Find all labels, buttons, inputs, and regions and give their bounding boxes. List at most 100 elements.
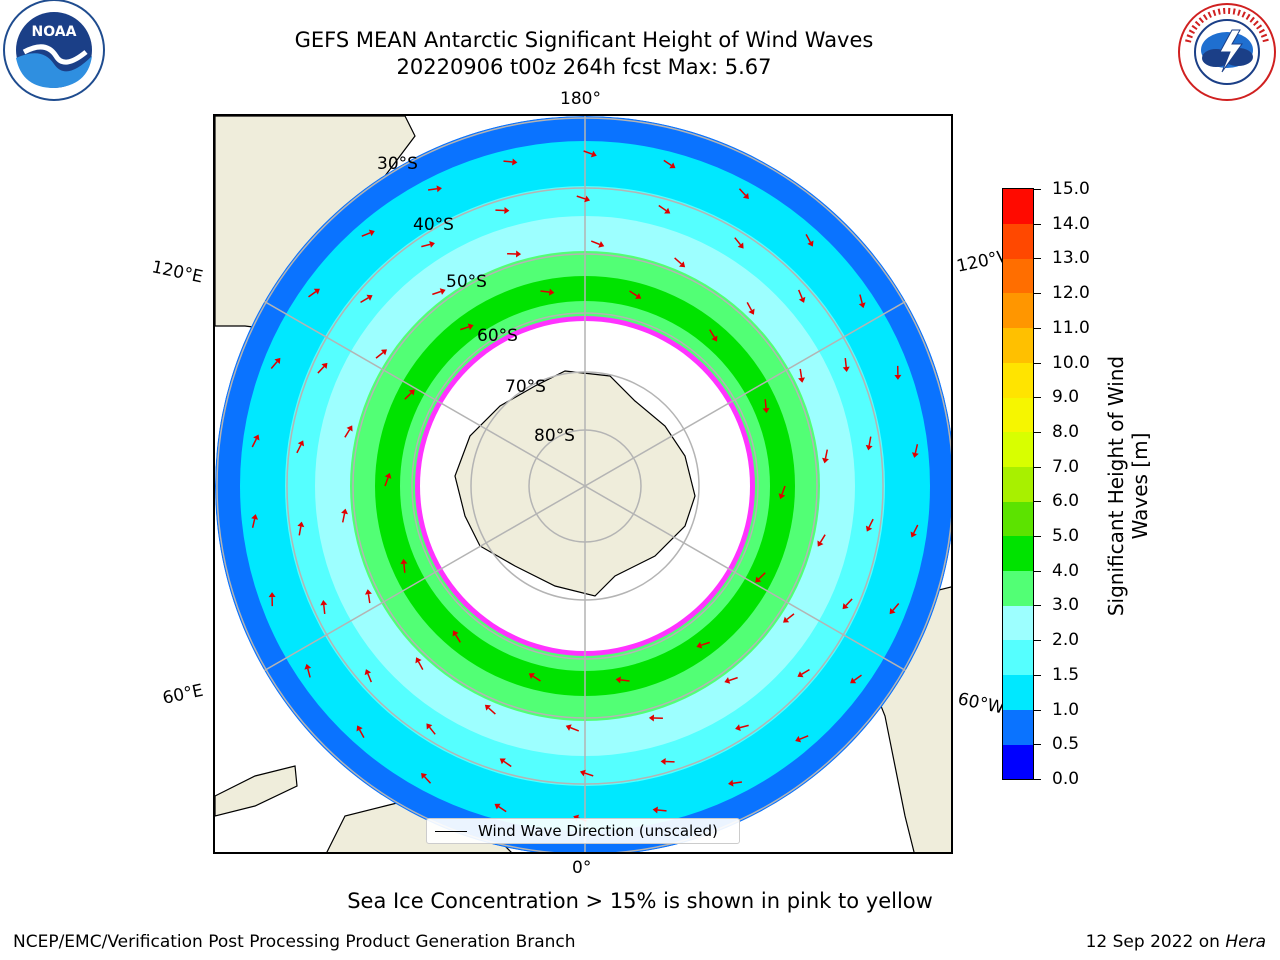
colorbar-tick-label: 8.0 [1052, 421, 1080, 442]
colorbar-segment [1003, 640, 1033, 676]
wave-direction-arrowhead [615, 676, 622, 684]
colorbar-segment [1003, 605, 1033, 641]
colorbar-tick-label: 0.5 [1052, 734, 1080, 755]
wave-direction-arrowhead [504, 207, 510, 215]
wave-direction-arrowhead [762, 407, 770, 414]
wave-direction-arrowhead [341, 508, 348, 515]
wave-direction-arrow [892, 603, 900, 611]
colorbar-segment [1003, 293, 1033, 329]
colorbar-tick [1034, 501, 1041, 503]
wave-direction-arrow [367, 673, 373, 683]
wave-direction-arrowhead [297, 440, 305, 447]
wave-direction-arrowhead [724, 677, 731, 684]
africa-landmass [215, 765, 298, 817]
wave-direction-arrow [358, 729, 365, 739]
colorbar-tick [1034, 779, 1041, 780]
wave-direction-arrowhead [664, 207, 671, 214]
chart-title: GEFS MEAN Antarctic Significant Height o… [294, 28, 874, 52]
wave-direction-arrowhead [635, 292, 642, 299]
colorbar-tick [1034, 293, 1041, 295]
wave-direction-arrowhead [304, 663, 312, 670]
wave-direction-arrow [819, 534, 826, 543]
lat-label-70s: 70°S [505, 377, 546, 397]
lat-label-30s: 30°S [377, 154, 418, 174]
wave-direction-arrow [913, 524, 919, 534]
wave-direction-arrowhead [400, 558, 408, 565]
wave-direction-arrowhead [598, 241, 605, 248]
colorbar-tick [1034, 640, 1041, 642]
colorbar-segment [1003, 431, 1033, 467]
wave-direction-arrow [738, 188, 747, 196]
wave-direction-arrowhead [842, 366, 850, 373]
wave-direction-arrowhead [408, 389, 415, 396]
wave-direction-arrowhead [590, 150, 597, 158]
wave-direction-arrow [799, 735, 809, 740]
legend-label: Wind Wave Direction (unscaled) [478, 822, 718, 840]
wave-direction-arrow [758, 572, 766, 580]
wave-direction-arrowhead [436, 185, 442, 193]
wave-direction-arrowhead [889, 608, 896, 615]
wave-direction-arrowhead [313, 288, 320, 295]
wave-direction-arrowhead [364, 669, 372, 676]
wave-direction-arrow [746, 302, 753, 311]
noaa-logo: NOAA [2, 0, 106, 104]
wave-direction-arrow [361, 232, 371, 237]
colorbar-segment [1003, 223, 1033, 259]
wave-direction-arrow [344, 429, 351, 438]
wave-direction-arrow [734, 237, 742, 246]
wave-direction-arrow [367, 594, 371, 604]
colorbar-tick [1034, 536, 1041, 538]
lat-label-60s: 60°S [477, 326, 518, 346]
wave-direction-arrowhead [356, 725, 363, 732]
wave-direction-arrow [532, 675, 541, 682]
wave-direction-arrowhead [755, 576, 762, 583]
chart-subtitle: 20220906 t00z 264h fcst Max: 5.67 [396, 55, 772, 79]
wave-direction-arrowhead [711, 335, 718, 342]
wave-direction-arrow [728, 676, 738, 682]
wave-direction-arrowhead [783, 616, 790, 623]
wave-direction-arrow [317, 365, 325, 374]
wave-direction-arrow [432, 290, 442, 296]
wave-direction-arrowhead [364, 589, 372, 595]
footer-date: 12 Sep 2022 on Hera [1086, 932, 1266, 952]
wave-direction-arrowhead [499, 758, 506, 765]
wave-direction-arrowhead [795, 735, 802, 743]
wave-direction-arrowhead [384, 472, 392, 479]
colorbar-title-line2: Waves [m] [1128, 432, 1152, 540]
wave-direction-arrow [341, 513, 346, 523]
footer-date-text: 12 Sep 2022 on [1085, 932, 1220, 952]
colorbar-segment [1003, 258, 1033, 294]
wave-direction-arrow [251, 438, 257, 448]
wave-direction-arrowhead [274, 357, 281, 364]
wave-direction-arrowhead [548, 288, 555, 296]
colorbar-tick [1034, 570, 1041, 572]
colorbar [1002, 188, 1034, 780]
colorbar-tick-label: 12.0 [1052, 283, 1090, 304]
wave-direction-arrowhead [742, 193, 749, 200]
wave-direction-arrowhead [321, 362, 328, 369]
wave-direction-arrow [799, 368, 803, 378]
wave-direction-arrowhead [439, 288, 446, 295]
lat-label-40s: 40°S [413, 215, 454, 235]
wave-direction-arrowhead [368, 229, 375, 237]
wave-direction-arrowhead [515, 250, 522, 258]
wave-direction-arrow [360, 297, 369, 304]
wave-direction-arrowhead [429, 240, 435, 248]
wave-direction-arrowhead [807, 240, 814, 247]
wave-direction-arrowhead [822, 457, 829, 464]
colorbar-segment [1003, 397, 1033, 433]
colorbar-segment [1003, 709, 1033, 745]
wave-direction-arrowhead [584, 195, 591, 203]
colorbar-tick-label: 4.0 [1052, 560, 1080, 581]
wave-direction-arrow [583, 150, 593, 155]
wave-direction-arrowhead [737, 242, 744, 249]
wave-direction-arrowhead [467, 323, 474, 331]
colorbar-tick [1034, 362, 1041, 364]
wave-direction-arrowhead [346, 425, 353, 432]
wave-direction-arrowhead [366, 294, 373, 301]
colorbar-tick-label: 0.0 [1052, 769, 1080, 789]
colorbar-tick-label: 11.0 [1052, 317, 1090, 338]
colorbar-segment [1003, 362, 1033, 398]
wave-direction-arrowhead [253, 434, 260, 441]
wave-direction-arrowhead [696, 641, 703, 649]
